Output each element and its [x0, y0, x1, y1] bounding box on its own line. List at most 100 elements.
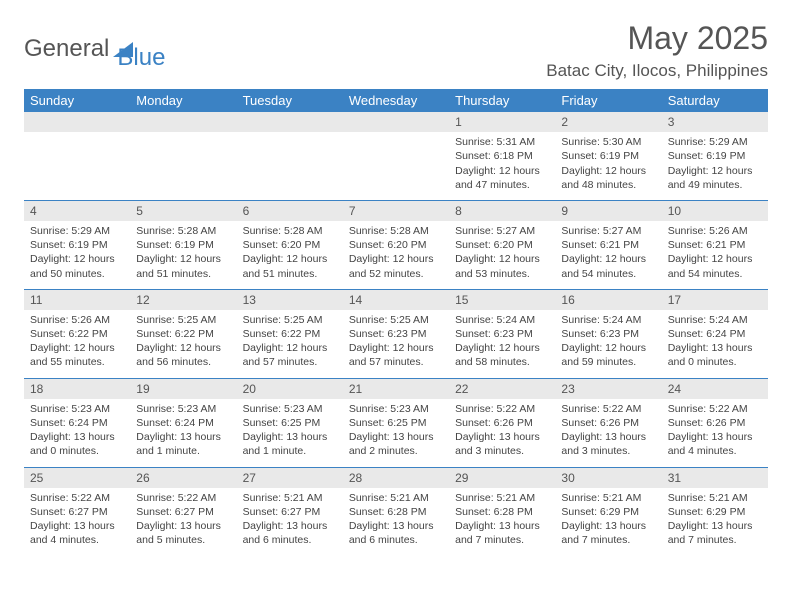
daylight-text: Daylight: 13 hours and 3 minutes.	[455, 430, 549, 458]
sunrise-text: Sunrise: 5:28 AM	[243, 224, 337, 238]
day-details: Sunrise: 5:23 AMSunset: 6:24 PMDaylight:…	[130, 399, 236, 467]
day-details: Sunrise: 5:30 AMSunset: 6:19 PMDaylight:…	[555, 132, 661, 200]
day-number: 1	[449, 112, 555, 132]
daylight-text: Daylight: 12 hours and 55 minutes.	[30, 341, 124, 369]
daylight-text: Daylight: 12 hours and 48 minutes.	[561, 164, 655, 192]
daylight-text: Daylight: 13 hours and 7 minutes.	[668, 519, 762, 547]
sunrise-text: Sunrise: 5:29 AM	[30, 224, 124, 238]
weekday-header: Friday	[555, 89, 661, 112]
day-details: Sunrise: 5:24 AMSunset: 6:23 PMDaylight:…	[555, 310, 661, 378]
day-number: 9	[555, 201, 661, 221]
sunset-text: Sunset: 6:24 PM	[668, 327, 762, 341]
day-details: Sunrise: 5:27 AMSunset: 6:21 PMDaylight:…	[555, 221, 661, 289]
day-number: 21	[343, 379, 449, 399]
day-details: Sunrise: 5:28 AMSunset: 6:20 PMDaylight:…	[343, 221, 449, 289]
sunrise-text: Sunrise: 5:22 AM	[668, 402, 762, 416]
sunset-text: Sunset: 6:20 PM	[349, 238, 443, 252]
day-number: 4	[24, 201, 130, 221]
calendar-cell: 16Sunrise: 5:24 AMSunset: 6:23 PMDayligh…	[555, 289, 661, 378]
sunrise-text: Sunrise: 5:26 AM	[30, 313, 124, 327]
day-number: 13	[237, 290, 343, 310]
daylight-text: Daylight: 13 hours and 7 minutes.	[455, 519, 549, 547]
calendar-cell: 14Sunrise: 5:25 AMSunset: 6:23 PMDayligh…	[343, 289, 449, 378]
sunset-text: Sunset: 6:29 PM	[561, 505, 655, 519]
calendar-cell: 24Sunrise: 5:22 AMSunset: 6:26 PMDayligh…	[662, 378, 768, 467]
sunset-text: Sunset: 6:19 PM	[668, 149, 762, 163]
day-details: Sunrise: 5:24 AMSunset: 6:24 PMDaylight:…	[662, 310, 768, 378]
calendar-cell: 20Sunrise: 5:23 AMSunset: 6:25 PMDayligh…	[237, 378, 343, 467]
calendar-cell: 21Sunrise: 5:23 AMSunset: 6:25 PMDayligh…	[343, 378, 449, 467]
day-number	[24, 112, 130, 132]
location-label: Batac City, Ilocos, Philippines	[546, 61, 768, 81]
daylight-text: Daylight: 12 hours and 58 minutes.	[455, 341, 549, 369]
sunset-text: Sunset: 6:24 PM	[30, 416, 124, 430]
calendar-row: 18Sunrise: 5:23 AMSunset: 6:24 PMDayligh…	[24, 378, 768, 467]
sunrise-text: Sunrise: 5:21 AM	[561, 491, 655, 505]
day-details: Sunrise: 5:21 AMSunset: 6:28 PMDaylight:…	[449, 488, 555, 556]
sunrise-text: Sunrise: 5:23 AM	[136, 402, 230, 416]
calendar-cell: 23Sunrise: 5:22 AMSunset: 6:26 PMDayligh…	[555, 378, 661, 467]
day-number: 27	[237, 468, 343, 488]
calendar-cell: 11Sunrise: 5:26 AMSunset: 6:22 PMDayligh…	[24, 289, 130, 378]
calendar-cell: 2Sunrise: 5:30 AMSunset: 6:19 PMDaylight…	[555, 112, 661, 200]
day-number	[343, 112, 449, 132]
day-details: Sunrise: 5:26 AMSunset: 6:22 PMDaylight:…	[24, 310, 130, 378]
day-details: Sunrise: 5:21 AMSunset: 6:29 PMDaylight:…	[662, 488, 768, 556]
calendar-cell: 1Sunrise: 5:31 AMSunset: 6:18 PMDaylight…	[449, 112, 555, 200]
sunset-text: Sunset: 6:25 PM	[243, 416, 337, 430]
day-number: 7	[343, 201, 449, 221]
day-number: 14	[343, 290, 449, 310]
page-title: May 2025	[546, 20, 768, 57]
sunset-text: Sunset: 6:21 PM	[561, 238, 655, 252]
daylight-text: Daylight: 12 hours and 59 minutes.	[561, 341, 655, 369]
day-number: 30	[555, 468, 661, 488]
day-details: Sunrise: 5:27 AMSunset: 6:20 PMDaylight:…	[449, 221, 555, 289]
sunset-text: Sunset: 6:27 PM	[30, 505, 124, 519]
calendar-cell: 4Sunrise: 5:29 AMSunset: 6:19 PMDaylight…	[24, 200, 130, 289]
day-details: Sunrise: 5:22 AMSunset: 6:27 PMDaylight:…	[130, 488, 236, 556]
calendar-cell: 26Sunrise: 5:22 AMSunset: 6:27 PMDayligh…	[130, 467, 236, 555]
sunset-text: Sunset: 6:29 PM	[668, 505, 762, 519]
sunset-text: Sunset: 6:26 PM	[561, 416, 655, 430]
weekday-header: Tuesday	[237, 89, 343, 112]
daylight-text: Daylight: 12 hours and 49 minutes.	[668, 164, 762, 192]
calendar-cell: 17Sunrise: 5:24 AMSunset: 6:24 PMDayligh…	[662, 289, 768, 378]
daylight-text: Daylight: 12 hours and 57 minutes.	[243, 341, 337, 369]
sunrise-text: Sunrise: 5:26 AM	[668, 224, 762, 238]
day-number: 26	[130, 468, 236, 488]
logo-text-general: General	[24, 35, 109, 63]
day-number: 15	[449, 290, 555, 310]
day-number: 5	[130, 201, 236, 221]
day-details: Sunrise: 5:28 AMSunset: 6:20 PMDaylight:…	[237, 221, 343, 289]
sunset-text: Sunset: 6:23 PM	[455, 327, 549, 341]
calendar-cell: 13Sunrise: 5:25 AMSunset: 6:22 PMDayligh…	[237, 289, 343, 378]
sunrise-text: Sunrise: 5:21 AM	[668, 491, 762, 505]
daylight-text: Daylight: 13 hours and 6 minutes.	[349, 519, 443, 547]
sunset-text: Sunset: 6:24 PM	[136, 416, 230, 430]
sunrise-text: Sunrise: 5:22 AM	[455, 402, 549, 416]
day-details: Sunrise: 5:29 AMSunset: 6:19 PMDaylight:…	[662, 132, 768, 200]
sunrise-text: Sunrise: 5:23 AM	[243, 402, 337, 416]
sunset-text: Sunset: 6:25 PM	[349, 416, 443, 430]
day-number: 19	[130, 379, 236, 399]
calendar-cell: 9Sunrise: 5:27 AMSunset: 6:21 PMDaylight…	[555, 200, 661, 289]
day-number: 31	[662, 468, 768, 488]
calendar-cell	[130, 112, 236, 200]
sunrise-text: Sunrise: 5:24 AM	[455, 313, 549, 327]
sunrise-text: Sunrise: 5:25 AM	[349, 313, 443, 327]
daylight-text: Daylight: 13 hours and 1 minute.	[243, 430, 337, 458]
daylight-text: Daylight: 13 hours and 4 minutes.	[668, 430, 762, 458]
calendar-cell: 27Sunrise: 5:21 AMSunset: 6:27 PMDayligh…	[237, 467, 343, 555]
sunrise-text: Sunrise: 5:24 AM	[561, 313, 655, 327]
sunrise-text: Sunrise: 5:24 AM	[668, 313, 762, 327]
calendar-cell: 12Sunrise: 5:25 AMSunset: 6:22 PMDayligh…	[130, 289, 236, 378]
day-details: Sunrise: 5:21 AMSunset: 6:28 PMDaylight:…	[343, 488, 449, 556]
calendar-row: 4Sunrise: 5:29 AMSunset: 6:19 PMDaylight…	[24, 200, 768, 289]
daylight-text: Daylight: 12 hours and 52 minutes.	[349, 252, 443, 280]
sunrise-text: Sunrise: 5:28 AM	[349, 224, 443, 238]
sunrise-text: Sunrise: 5:31 AM	[455, 135, 549, 149]
day-number: 12	[130, 290, 236, 310]
sunset-text: Sunset: 6:19 PM	[561, 149, 655, 163]
daylight-text: Daylight: 13 hours and 0 minutes.	[668, 341, 762, 369]
sunrise-text: Sunrise: 5:21 AM	[243, 491, 337, 505]
